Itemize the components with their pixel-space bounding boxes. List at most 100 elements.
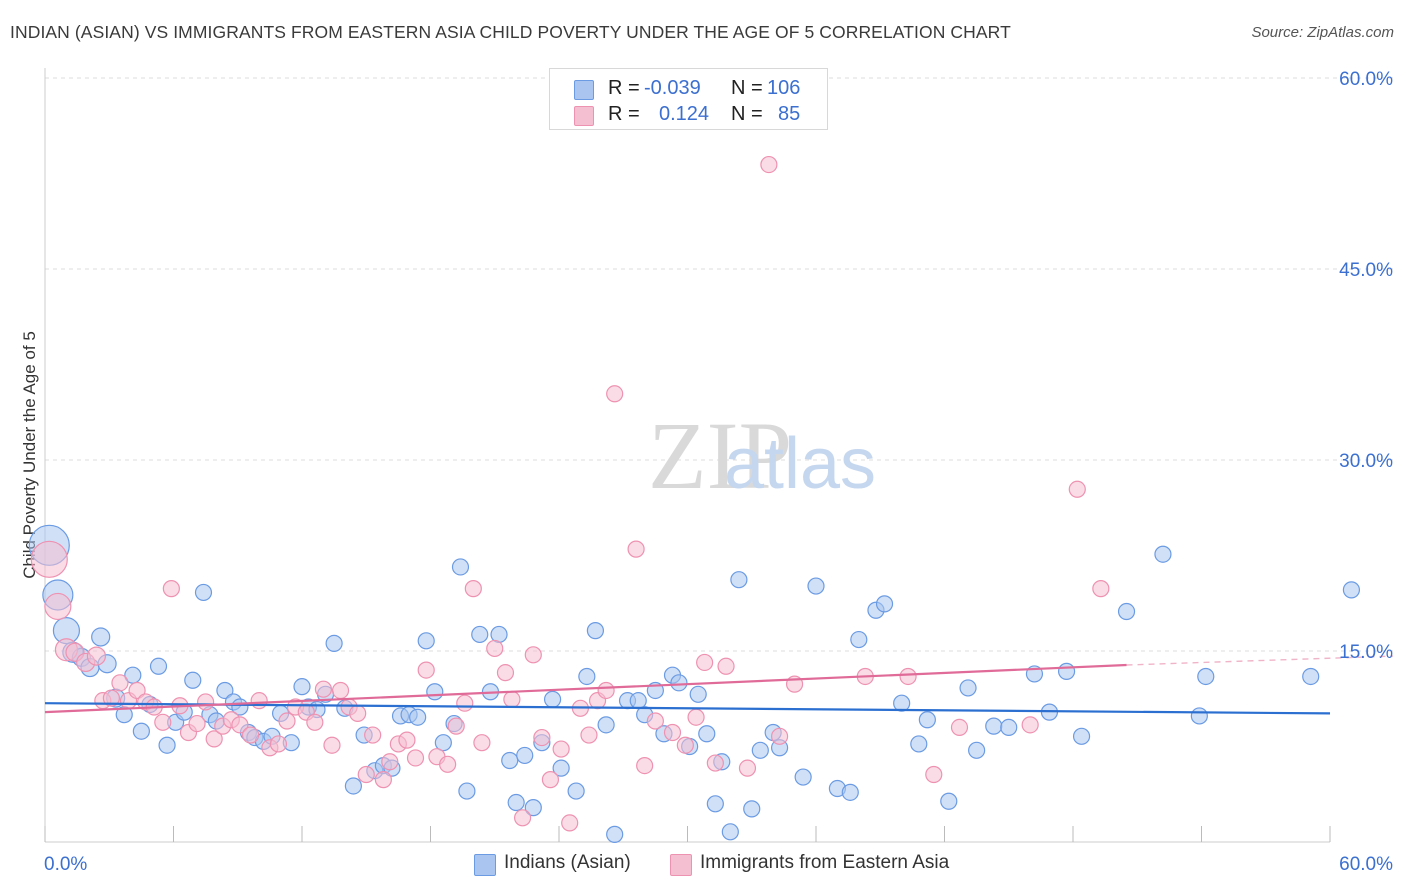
point-indians-asian xyxy=(344,777,362,795)
point-indians-asian xyxy=(875,595,894,613)
point-indians-asian xyxy=(194,583,213,602)
point-eastern-asia xyxy=(447,717,465,735)
point-eastern-asia xyxy=(486,639,504,658)
point-indians-asian xyxy=(743,800,761,818)
point-eastern-asia xyxy=(646,712,664,730)
point-eastern-asia xyxy=(950,718,969,737)
point-eastern-asia xyxy=(417,661,435,679)
point-eastern-asia xyxy=(102,689,120,707)
point-eastern-asia xyxy=(503,690,521,708)
point-eastern-asia xyxy=(717,657,735,675)
point-eastern-asia xyxy=(381,753,399,771)
data-points xyxy=(28,155,1361,843)
point-eastern-asia xyxy=(406,749,425,767)
bottom-legend-swatch-blue xyxy=(474,854,496,876)
point-indians-asian xyxy=(721,823,739,841)
point-indians-asian xyxy=(451,558,470,576)
point-eastern-asia xyxy=(323,736,341,754)
point-indians-asian xyxy=(910,735,928,753)
legend-n-label: N = xyxy=(731,103,763,125)
x-tick-label-min: 0.0% xyxy=(44,854,87,875)
point-eastern-asia xyxy=(331,681,350,700)
point-indians-asian xyxy=(850,630,868,649)
point-indians-asian xyxy=(940,792,958,810)
point-eastern-asia xyxy=(760,155,778,174)
point-indians-asian xyxy=(1117,602,1136,621)
point-indians-asian xyxy=(293,678,311,696)
x-tick-label-max: 60.0% xyxy=(1339,854,1393,875)
point-indians-asian xyxy=(184,671,202,689)
point-eastern-asia xyxy=(541,771,560,789)
legend-n-value: 106 xyxy=(767,77,801,99)
point-indians-asian xyxy=(434,734,452,752)
point-eastern-asia xyxy=(496,664,515,682)
legend-n-value: 85 xyxy=(778,103,801,125)
point-indians-asian xyxy=(1000,718,1018,737)
bottom-legend-label: Immigrants from Eastern Asia xyxy=(700,852,950,873)
correlation-legend: R = -0.039 N = 106 R = 0.124 N = 85 xyxy=(549,68,828,130)
watermark-atlas: atlas xyxy=(724,424,876,504)
point-indians-asian xyxy=(670,674,688,692)
legend-r-value: -0.039 xyxy=(644,77,701,99)
point-indians-asian xyxy=(689,685,707,703)
point-indians-asian xyxy=(149,657,168,675)
point-indians-asian xyxy=(132,722,150,740)
point-indians-asian xyxy=(543,690,562,708)
point-eastern-asia xyxy=(456,694,474,712)
point-eastern-asia xyxy=(552,740,570,758)
point-eastern-asia xyxy=(278,712,296,730)
point-indians-asian xyxy=(325,634,343,652)
chart-title: INDIAN (ASIAN) VS IMMIGRANTS FROM EASTER… xyxy=(10,22,1011,42)
point-indians-asian xyxy=(918,711,936,729)
axes xyxy=(44,68,1331,843)
point-indians-asian xyxy=(1190,707,1208,725)
point-indians-asian xyxy=(1057,662,1076,680)
legend-n-label: N = xyxy=(731,77,763,99)
point-indians-asian xyxy=(578,667,596,686)
trend-line-eastern-asia xyxy=(44,663,1127,714)
point-indians-asian xyxy=(501,751,519,770)
point-eastern-asia xyxy=(197,693,215,711)
point-eastern-asia xyxy=(154,713,172,731)
y-tick-label: 15.0% xyxy=(1339,642,1393,663)
point-eastern-asia xyxy=(706,754,724,772)
point-eastern-asia xyxy=(663,723,682,742)
point-eastern-asia xyxy=(627,540,645,558)
point-indians-asian xyxy=(417,632,435,650)
point-eastern-asia xyxy=(533,728,551,747)
point-indians-asian xyxy=(516,746,534,765)
point-eastern-asia xyxy=(597,681,615,700)
point-indians-asian xyxy=(1072,727,1091,745)
point-indians-asian xyxy=(606,825,624,843)
point-eastern-asia xyxy=(676,736,694,754)
legend-swatch-blue xyxy=(574,80,594,100)
point-eastern-asia xyxy=(374,771,392,789)
point-eastern-asia xyxy=(162,580,180,598)
point-indians-asian xyxy=(471,625,489,644)
point-eastern-asia xyxy=(513,809,532,827)
point-indians-asian xyxy=(730,571,748,589)
point-eastern-asia xyxy=(1021,716,1039,734)
point-indians-asian xyxy=(1302,667,1320,686)
legend-r-label: R = xyxy=(608,77,640,99)
point-indians-asian xyxy=(158,736,176,754)
point-indians-asian xyxy=(959,679,977,697)
point-indians-asian xyxy=(586,622,605,640)
y-tick-labels: 15.0% 30.0% 45.0% 60.0% xyxy=(1339,69,1393,663)
point-eastern-asia xyxy=(696,653,714,672)
point-indians-asian xyxy=(458,782,476,800)
point-indians-asian xyxy=(706,795,724,813)
point-indians-asian xyxy=(751,741,769,759)
point-indians-asian xyxy=(216,681,234,700)
point-indians-asian xyxy=(91,627,111,647)
point-eastern-asia xyxy=(128,681,146,700)
y-tick-label: 30.0% xyxy=(1339,451,1393,472)
point-eastern-asia xyxy=(439,755,457,773)
point-indians-asian xyxy=(968,741,986,759)
point-indians-asian xyxy=(552,759,570,777)
point-indians-asian xyxy=(597,716,615,734)
point-eastern-asia xyxy=(1068,480,1086,498)
point-eastern-asia xyxy=(231,716,249,734)
point-eastern-asia xyxy=(473,734,491,752)
